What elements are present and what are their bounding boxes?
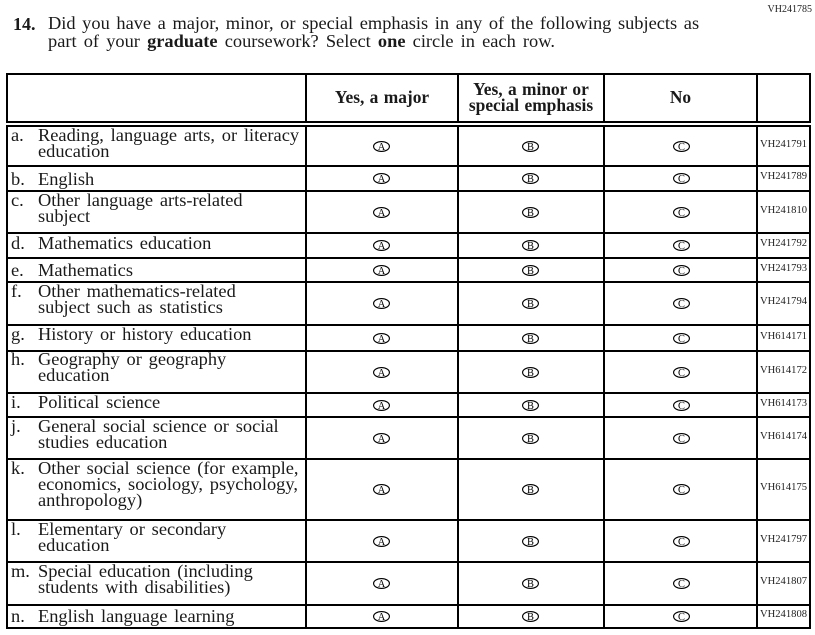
svg-text:C: C <box>678 537 685 547</box>
svg-text:B: B <box>527 266 534 276</box>
svg-text:C: C <box>678 434 685 444</box>
svg-text:C: C <box>678 299 685 309</box>
svg-text:A: A <box>377 241 385 251</box>
svg-text:C: C <box>678 579 685 589</box>
svg-text:B: B <box>527 612 534 622</box>
svg-text:C: C <box>678 266 685 276</box>
svg-text:C: C <box>678 174 685 184</box>
svg-text:B: B <box>527 142 534 152</box>
svg-text:A: A <box>377 174 385 184</box>
svg-text:B: B <box>527 174 534 184</box>
svg-text:A: A <box>377 434 385 444</box>
svg-text:A: A <box>377 537 385 547</box>
svg-text:C: C <box>678 401 685 411</box>
svg-text:A: A <box>377 368 385 378</box>
svg-text:A: A <box>377 579 385 589</box>
svg-text:C: C <box>678 208 685 218</box>
svg-text:A: A <box>377 334 385 344</box>
svg-text:C: C <box>678 142 685 152</box>
svg-text:A: A <box>377 299 385 309</box>
svg-text:A: A <box>377 485 385 495</box>
svg-text:B: B <box>527 368 534 378</box>
svg-text:A: A <box>377 266 385 276</box>
svg-text:C: C <box>678 368 685 378</box>
svg-text:B: B <box>527 241 534 251</box>
svg-text:B: B <box>527 334 534 344</box>
svg-text:B: B <box>527 537 534 547</box>
svg-text:B: B <box>527 434 534 444</box>
svg-text:A: A <box>377 612 385 622</box>
svg-text:B: B <box>527 485 534 495</box>
svg-text:A: A <box>377 401 385 411</box>
svg-text:C: C <box>678 241 685 251</box>
svg-text:B: B <box>527 299 534 309</box>
svg-text:B: B <box>527 401 534 411</box>
svg-text:C: C <box>678 485 685 495</box>
svg-text:B: B <box>527 208 534 218</box>
svg-text:C: C <box>678 334 685 344</box>
svg-text:B: B <box>527 579 534 589</box>
svg-text:A: A <box>377 208 385 218</box>
svg-text:C: C <box>678 612 685 622</box>
svg-text:A: A <box>377 142 385 152</box>
